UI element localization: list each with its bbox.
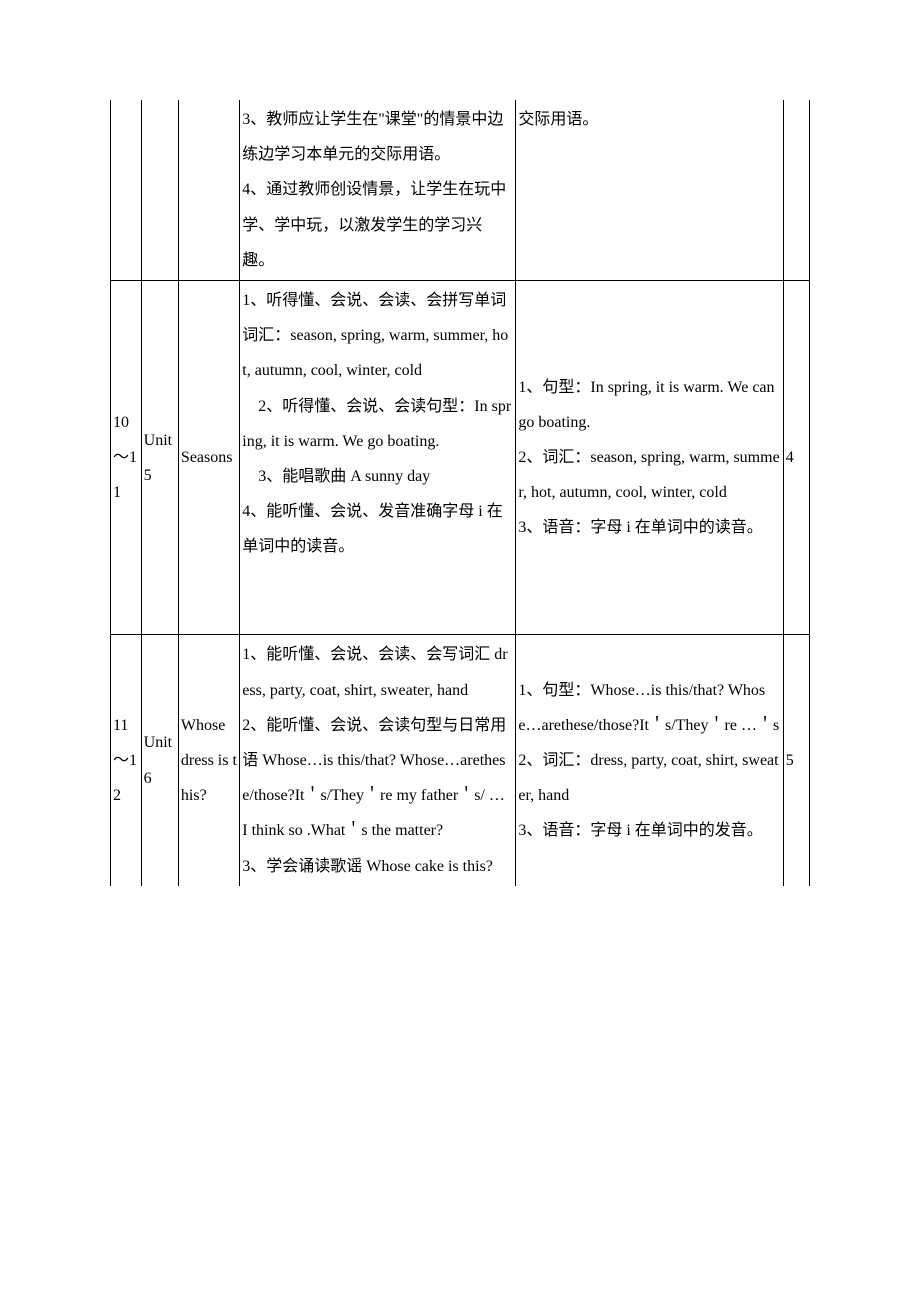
cell-week: 11～12 (111, 635, 142, 886)
keypoints-text: 1、句型：Whose…is this/that? Whose…arethese/… (518, 673, 780, 849)
cell-objectives: 1、听得懂、会说、会读、会拼写单词词汇：season, spring, warm… (240, 280, 516, 635)
title-text: Whose dress is this? (181, 708, 237, 814)
cell-objectives: 3、教师应让学生在"课堂"的情景中边练边学习本单元的交际用语。4、通过教师创设情… (240, 100, 516, 280)
cell-week: 10～11 (111, 280, 142, 635)
cell-unit (141, 100, 178, 280)
cell-unit: Unit 6 (141, 635, 178, 886)
unit-text: Unit 5 (144, 423, 176, 493)
cell-unit: Unit 5 (141, 280, 178, 635)
document-page: 3、教师应让学生在"课堂"的情景中边练边学习本单元的交际用语。4、通过教师创设情… (0, 0, 920, 1302)
objectives-text: 1、听得懂、会说、会读、会拼写单词词汇：season, spring, warm… (242, 283, 513, 565)
cell-hours (783, 100, 809, 280)
cell-title: Seasons (178, 280, 239, 635)
table-row: 3、教师应让学生在"课堂"的情景中边练边学习本单元的交际用语。4、通过教师创设情… (111, 100, 810, 280)
cell-keypoints: 交际用语。 (516, 100, 783, 280)
table-row: 10～11 Unit 5 Seasons 1、听得懂、会说、会读、会拼写单词词汇… (111, 280, 810, 635)
cell-hours: 5 (783, 635, 809, 886)
cell-week (111, 100, 142, 280)
cell-objectives: 1、能听懂、会说、会读、会写词汇 dress, party, coat, shi… (240, 635, 516, 886)
unit-text: Unit 6 (144, 725, 176, 795)
cell-keypoints: 1、句型：In spring, it is warm. We can go bo… (516, 280, 783, 635)
cell-keypoints: 1、句型：Whose…is this/that? Whose…arethese/… (516, 635, 783, 886)
curriculum-table: 3、教师应让学生在"课堂"的情景中边练边学习本单元的交际用语。4、通过教师创设情… (110, 100, 810, 886)
cell-title (178, 100, 239, 280)
keypoints-text: 交际用语。 (518, 102, 780, 137)
hours-text: 5 (786, 743, 807, 778)
week-text: 11～12 (113, 708, 139, 814)
cell-title: Whose dress is this? (178, 635, 239, 886)
objectives-text: 1、能听懂、会说、会读、会写词汇 dress, party, coat, shi… (242, 637, 513, 883)
title-text: Seasons (181, 440, 237, 475)
week-text: 10～11 (113, 405, 139, 511)
objectives-text: 3、教师应让学生在"课堂"的情景中边练边学习本单元的交际用语。4、通过教师创设情… (242, 102, 513, 278)
table-row: 11～12 Unit 6 Whose dress is this? 1、能听懂、… (111, 635, 810, 886)
hours-text: 4 (786, 440, 807, 475)
cell-hours: 4 (783, 280, 809, 635)
keypoints-text: 1、句型：In spring, it is warm. We can go bo… (518, 370, 780, 546)
